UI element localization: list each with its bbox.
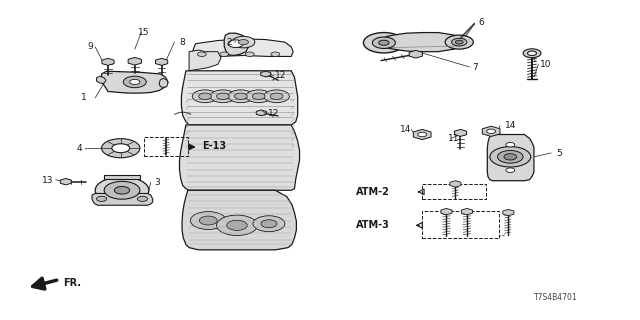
Polygon shape: [97, 76, 106, 84]
Polygon shape: [92, 194, 153, 205]
Circle shape: [486, 129, 495, 133]
Circle shape: [252, 93, 265, 100]
Circle shape: [227, 220, 247, 230]
Circle shape: [445, 35, 473, 49]
Circle shape: [506, 142, 515, 147]
Text: 10: 10: [540, 60, 552, 69]
Polygon shape: [256, 110, 266, 116]
Polygon shape: [159, 78, 168, 87]
Bar: [145, 137, 188, 156]
Polygon shape: [102, 71, 168, 93]
Text: 13: 13: [42, 176, 53, 185]
Circle shape: [490, 147, 531, 167]
Circle shape: [190, 212, 226, 229]
Circle shape: [238, 40, 248, 45]
Polygon shape: [409, 50, 422, 58]
Polygon shape: [224, 33, 248, 55]
Polygon shape: [60, 179, 72, 185]
Text: 5: 5: [556, 149, 562, 158]
Polygon shape: [441, 208, 452, 215]
Text: 15: 15: [138, 28, 150, 37]
Text: 3: 3: [154, 178, 160, 187]
Text: 14: 14: [400, 125, 412, 134]
Text: ATM-3: ATM-3: [356, 220, 390, 230]
Polygon shape: [384, 33, 460, 52]
Circle shape: [372, 37, 396, 49]
Circle shape: [418, 132, 427, 137]
Circle shape: [527, 51, 536, 55]
Polygon shape: [483, 126, 500, 136]
Circle shape: [271, 52, 280, 56]
Polygon shape: [487, 134, 534, 181]
Text: 4: 4: [77, 144, 83, 153]
Circle shape: [232, 36, 255, 48]
Circle shape: [452, 38, 467, 46]
Text: 2: 2: [227, 38, 232, 47]
Text: E-13: E-13: [202, 141, 226, 151]
Polygon shape: [413, 129, 431, 140]
Circle shape: [130, 79, 140, 84]
Circle shape: [115, 187, 130, 194]
Text: T7S4B4701: T7S4B4701: [534, 293, 577, 302]
Polygon shape: [503, 209, 514, 216]
Circle shape: [228, 40, 243, 48]
Polygon shape: [189, 50, 221, 71]
Circle shape: [504, 154, 516, 160]
Circle shape: [506, 168, 515, 172]
Circle shape: [379, 40, 389, 45]
Circle shape: [261, 220, 277, 228]
Circle shape: [220, 52, 228, 56]
Circle shape: [210, 90, 236, 103]
Text: ATM-2: ATM-2: [356, 187, 390, 197]
Text: 12: 12: [275, 71, 287, 80]
Circle shape: [95, 177, 149, 204]
Circle shape: [192, 90, 218, 103]
Polygon shape: [102, 58, 114, 65]
Polygon shape: [260, 71, 271, 77]
Text: 11: 11: [448, 134, 460, 143]
Polygon shape: [182, 190, 296, 250]
Circle shape: [104, 181, 140, 199]
Circle shape: [234, 93, 247, 100]
Bar: [422, 184, 486, 199]
Circle shape: [138, 196, 148, 201]
Polygon shape: [104, 175, 140, 179]
Circle shape: [216, 93, 229, 100]
Circle shape: [253, 216, 285, 232]
Polygon shape: [461, 208, 472, 215]
Circle shape: [97, 196, 107, 201]
Circle shape: [270, 93, 283, 100]
Text: 1: 1: [81, 93, 87, 102]
Circle shape: [456, 40, 463, 44]
Circle shape: [102, 139, 140, 158]
Circle shape: [228, 90, 253, 103]
Polygon shape: [156, 58, 168, 65]
Circle shape: [523, 49, 541, 58]
Text: 6: 6: [478, 19, 484, 28]
Circle shape: [364, 33, 404, 53]
Circle shape: [216, 215, 257, 236]
Text: 12: 12: [268, 109, 279, 118]
Text: 14: 14: [505, 121, 516, 130]
Polygon shape: [450, 181, 461, 187]
Polygon shape: [192, 39, 293, 56]
Circle shape: [124, 76, 147, 88]
Circle shape: [264, 90, 289, 103]
Polygon shape: [181, 71, 298, 125]
Circle shape: [245, 52, 254, 56]
Text: 7: 7: [472, 63, 477, 72]
Circle shape: [199, 216, 217, 225]
Circle shape: [197, 52, 206, 56]
Polygon shape: [179, 125, 300, 190]
Circle shape: [246, 90, 271, 103]
Circle shape: [112, 144, 130, 153]
Circle shape: [497, 150, 523, 163]
Text: 8: 8: [179, 38, 185, 47]
Text: FR.: FR.: [63, 278, 81, 288]
Bar: [422, 211, 499, 238]
Text: 9: 9: [88, 42, 93, 52]
Polygon shape: [454, 129, 467, 136]
Circle shape: [198, 93, 211, 100]
Polygon shape: [128, 57, 141, 65]
